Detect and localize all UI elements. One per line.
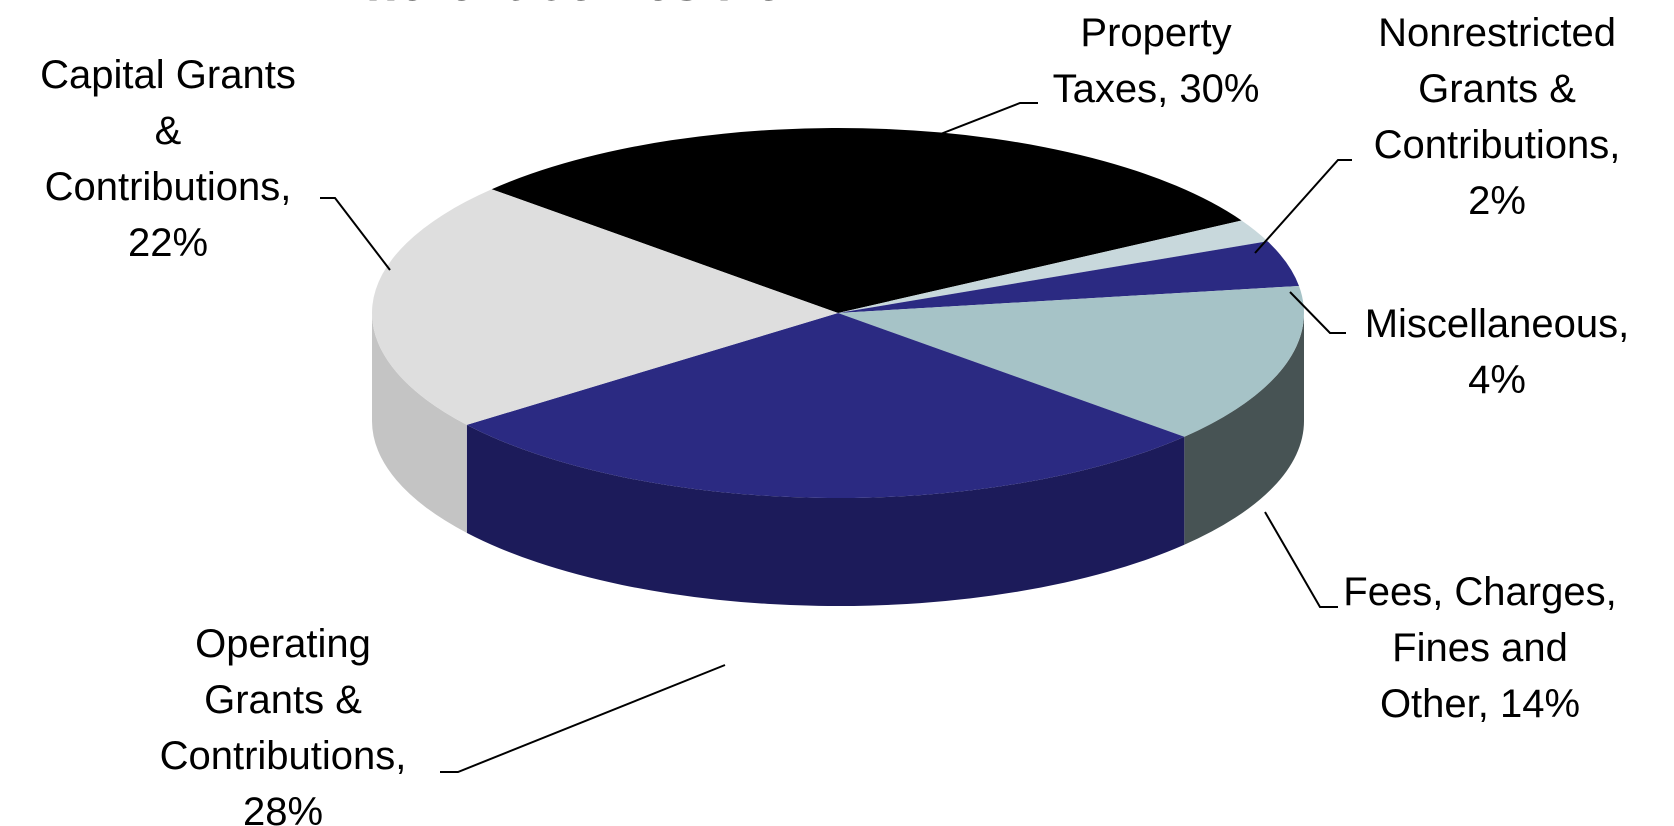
pie-slice-2: [838, 241, 1300, 313]
slice-label-line: Property: [1080, 11, 1231, 55]
slice-label-line: Contributions,: [160, 734, 407, 778]
slice-label-5: Capital Grants & Contributions, 22%: [40, 53, 296, 265]
slice-label-line: Fees, Charges,: [1343, 570, 1616, 614]
slice-labels: Property Taxes, 30% Nonrestricted Grants & C…: [40, 11, 1629, 826]
slice-label-line: Capital Grants: [40, 53, 296, 97]
slice-label-line: Taxes, 30%: [1053, 67, 1260, 111]
slice-label-line: Contributions,: [1374, 123, 1621, 167]
slice-label-line: Fines and: [1392, 626, 1568, 670]
pie-slice-3: [838, 285, 1304, 437]
pie-slices: [372, 127, 1304, 498]
slice-label-line: 2%: [1468, 179, 1526, 223]
leader-lines: [320, 102, 1352, 773]
chart-title: Where it comes from…: [317, 0, 883, 12]
pie-sides: [372, 313, 1304, 606]
pie-slice-4: [466, 313, 1185, 498]
slice-label-line: Nonrestricted: [1378, 11, 1616, 55]
slice-label-line: 4%: [1468, 358, 1526, 402]
slice-label-line: Grants &: [204, 678, 362, 722]
slice-label-line: Grants &: [1418, 67, 1576, 111]
pie-side-5: [372, 313, 467, 533]
leader-line-0: [937, 102, 1038, 136]
leader-line-5: [320, 197, 391, 271]
slice-label-line: 28%: [243, 790, 323, 826]
leader-line-1: [1254, 159, 1352, 254]
slice-label-0: Property Taxes, 30%: [1053, 11, 1260, 111]
slice-label-line: Miscellaneous,: [1365, 302, 1630, 346]
leader-line-4: [440, 664, 726, 773]
slice-label-3: Fees, Charges, Fines and Other, 14%: [1343, 570, 1616, 726]
slice-label-line: Contributions,: [45, 165, 292, 209]
pie-side-3: [1184, 313, 1304, 545]
slice-label-line: Operating: [195, 622, 371, 666]
slice-label-1: Nonrestricted Grants & Contributions, 2%: [1374, 11, 1621, 223]
pie-slice-0: [491, 127, 1242, 313]
slice-label-2: Miscellaneous, 4%: [1365, 302, 1630, 402]
slice-label-line: &: [155, 109, 182, 153]
pie-slice-5: [372, 189, 838, 425]
slice-label-line: Other, 14%: [1380, 682, 1580, 726]
pie-side-4: [466, 424, 1185, 606]
slice-label-4: Operating Grants & Contributions, 28%: [160, 622, 407, 826]
slice-label-line: 22%: [128, 221, 208, 265]
pie-slice-1: [838, 220, 1268, 313]
leader-line-2: [1289, 291, 1346, 334]
leader-line-3: [1264, 511, 1338, 608]
